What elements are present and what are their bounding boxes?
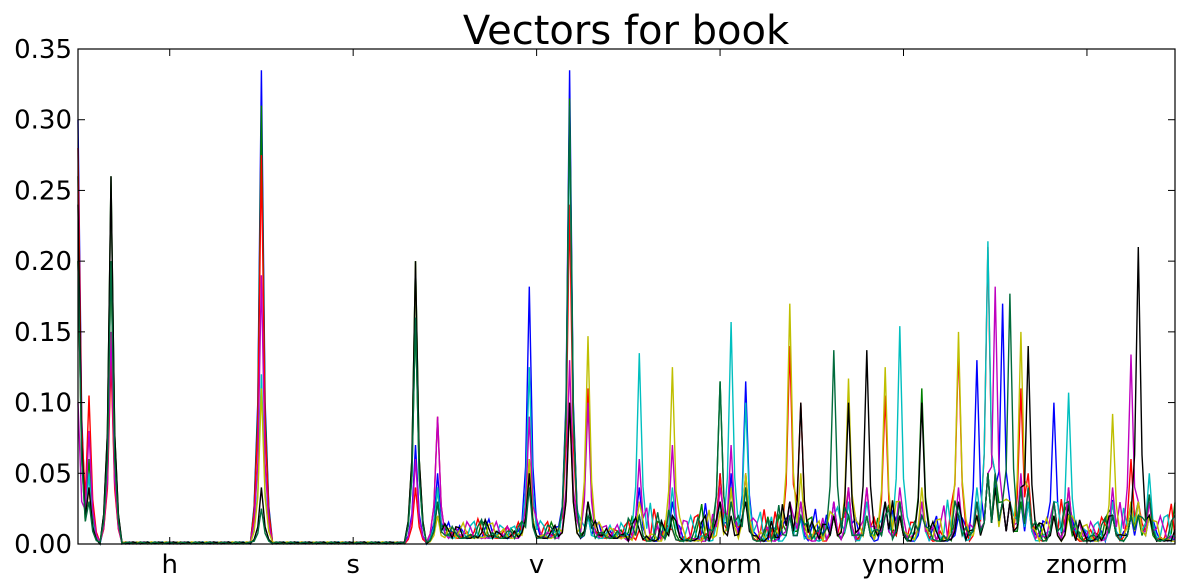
x-tick-label-znorm: znorm bbox=[1046, 550, 1128, 580]
x-tick-label-xnorm: xnorm bbox=[678, 550, 761, 580]
series-line-7 bbox=[77, 176, 1176, 546]
y-tick-label: 0.35 bbox=[14, 35, 72, 65]
y-tick-label: 0.20 bbox=[14, 247, 72, 277]
series-layer bbox=[77, 70, 1176, 546]
x-tick-label-v: v bbox=[529, 550, 544, 580]
y-tick-label: 0.00 bbox=[14, 530, 72, 560]
y-tick-label: 0.15 bbox=[14, 318, 72, 348]
series-line-5 bbox=[77, 275, 1176, 545]
x-axis: h s v xnorm ynorm znorm bbox=[161, 49, 1128, 580]
series-line-8 bbox=[77, 105, 1176, 545]
y-tick-label: 0.10 bbox=[14, 389, 72, 419]
y-tick-label: 0.05 bbox=[14, 459, 72, 489]
y-tick-label: 0.25 bbox=[14, 176, 72, 206]
plot-frame bbox=[77, 48, 1176, 545]
chart-title: Vectors for book bbox=[463, 8, 790, 54]
x-tick-label-s: s bbox=[346, 550, 360, 580]
y-axis: 0.00 0.05 0.10 0.15 0.20 0.25 0.30 0.35 bbox=[14, 35, 1175, 560]
x-tick-label-h: h bbox=[161, 550, 177, 580]
y-tick-label: 0.30 bbox=[14, 106, 72, 136]
x-tick-label-ynorm: ynorm bbox=[862, 550, 945, 580]
